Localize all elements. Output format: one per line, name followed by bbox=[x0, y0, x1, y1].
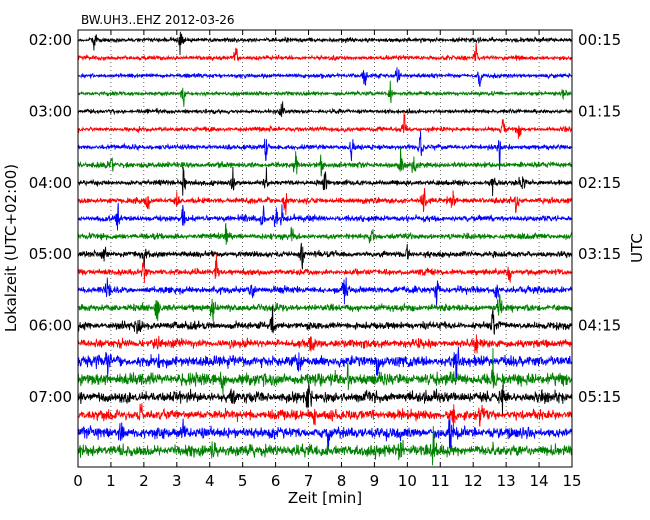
x-tick-label-7: 7 bbox=[304, 472, 314, 490]
x-tick-label-13: 13 bbox=[497, 472, 516, 490]
x-tick-label-2: 2 bbox=[139, 472, 149, 490]
trace-0330 bbox=[77, 130, 573, 170]
y-tick-label-right-0: 00:15 bbox=[578, 31, 621, 49]
trace-0715 bbox=[77, 403, 573, 435]
y-tick-label-right-1: 01:15 bbox=[578, 102, 621, 120]
y-tick-label-left-1: 03:00 bbox=[29, 102, 72, 120]
y-tick-label-left-5: 07:00 bbox=[29, 388, 72, 406]
y-tick-label-right-5: 05:15 bbox=[578, 388, 621, 406]
trace-0400 bbox=[77, 166, 573, 197]
trace-0430 bbox=[77, 202, 573, 231]
x-tick-label-10: 10 bbox=[398, 472, 417, 490]
x-tick-label-11: 11 bbox=[431, 472, 450, 490]
x-axis-label: Zeit [min] bbox=[288, 489, 362, 507]
trace-0500 bbox=[77, 242, 573, 270]
trace-0645 bbox=[77, 348, 573, 395]
x-tick-label-15: 15 bbox=[562, 472, 581, 490]
trace-0345 bbox=[77, 147, 573, 177]
y-tick-label-right-4: 04:15 bbox=[578, 317, 621, 335]
x-tick-label-14: 14 bbox=[530, 472, 549, 490]
y-tick-label-left-2: 04:00 bbox=[29, 174, 72, 192]
trace-0630 bbox=[77, 346, 573, 379]
y-tick-label-left-3: 05:00 bbox=[29, 245, 72, 263]
trace-0600 bbox=[77, 305, 573, 335]
y-tick-label-left-4: 06:00 bbox=[29, 317, 72, 335]
x-tick-label-1: 1 bbox=[106, 472, 116, 490]
trace-0615 bbox=[77, 334, 573, 354]
trace-0445 bbox=[77, 223, 573, 245]
x-tick-label-3: 3 bbox=[172, 472, 182, 490]
trace-0315 bbox=[77, 111, 573, 139]
trace-0515 bbox=[77, 253, 573, 284]
trace-0215 bbox=[77, 43, 573, 62]
trace-0530 bbox=[77, 277, 573, 306]
trace-0415 bbox=[77, 187, 573, 216]
trace-0730 bbox=[77, 417, 573, 451]
x-tick-label-0: 0 bbox=[73, 472, 83, 490]
x-tick-label-5: 5 bbox=[238, 472, 248, 490]
seismic-traces bbox=[77, 31, 573, 466]
trace-0245 bbox=[77, 80, 573, 107]
plot-frame bbox=[77, 29, 573, 468]
x-tick-label-12: 12 bbox=[464, 472, 483, 490]
trace-0230 bbox=[77, 67, 573, 87]
chart-title: BW.UH3..EHZ 2012-03-26 bbox=[81, 13, 235, 27]
trace-0700 bbox=[77, 382, 573, 417]
trace-0745 bbox=[77, 426, 573, 466]
y-tick-label-right-2: 02:15 bbox=[578, 174, 621, 192]
y-tick-label-right-3: 03:15 bbox=[578, 245, 621, 263]
x-tick-label-6: 6 bbox=[271, 472, 281, 490]
x-tick-label-4: 4 bbox=[205, 472, 215, 490]
trace-0300 bbox=[77, 101, 573, 118]
y-tick-label-left-0: 02:00 bbox=[29, 31, 72, 49]
y-axis-label-right: UTC bbox=[628, 233, 646, 263]
trace-0200 bbox=[77, 31, 573, 56]
x-tick-label-8: 8 bbox=[337, 472, 347, 490]
trace-0545 bbox=[77, 293, 573, 322]
y-axis-label-left: Lokalzeit (UTC+02:00) bbox=[2, 164, 20, 332]
x-tick-label-9: 9 bbox=[370, 472, 380, 490]
